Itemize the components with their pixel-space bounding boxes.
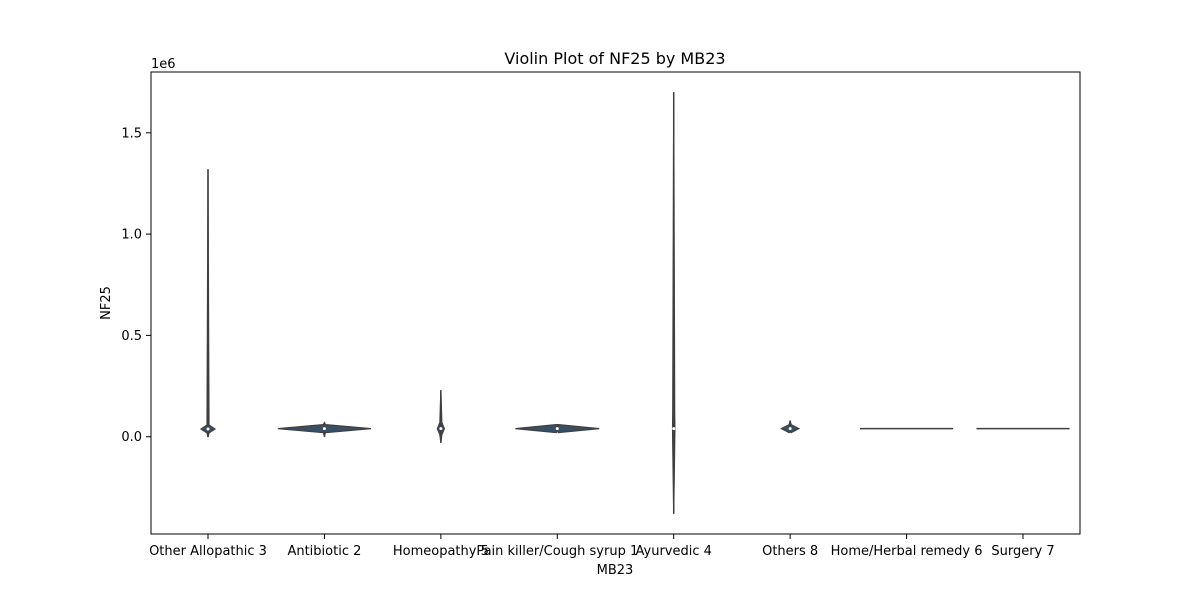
x-axis-title: MB23 <box>597 563 634 578</box>
violin-median <box>322 427 326 431</box>
y-tick-label: 0.5 <box>121 329 142 344</box>
x-tick-label: Surgery 7 <box>991 544 1054 559</box>
x-tick-label: Home/Herbal remedy 6 <box>831 544 983 559</box>
y-tick-label: 1.5 <box>121 126 142 141</box>
x-tick-label: Pain killer/Cough syrup 1 <box>476 544 638 559</box>
x-tick-label: Homeopathy 5 <box>393 544 489 559</box>
violin-3 <box>515 423 600 434</box>
violin-0 <box>199 169 217 438</box>
violin-4 <box>671 92 676 514</box>
y-axis-offset-text: 1e6 <box>151 57 176 72</box>
chart-title: Violin Plot of NF25 by MB23 <box>504 49 725 68</box>
violin-median <box>206 427 210 431</box>
violin-median <box>672 427 676 431</box>
violins-group <box>199 92 1070 514</box>
y-axis-title: NF25 <box>99 286 114 320</box>
x-tick-label: Antibiotic 2 <box>287 544 361 559</box>
violin-2 <box>436 390 445 443</box>
violin-median <box>788 427 792 431</box>
y-axis: 0.0 0.5 1.0 1.5 <box>121 126 151 445</box>
y-tick-label: 0.0 <box>121 430 142 445</box>
x-tick-label: Ayurvedic 4 <box>636 544 712 559</box>
violin-1 <box>277 421 372 437</box>
x-axis: Other Allopathic 3 Antibiotic 2 Homeopathy… <box>149 534 1055 559</box>
plot-area-frame <box>150 71 1081 535</box>
violin-median <box>555 427 559 431</box>
x-tick-label: Other Allopathic 3 <box>149 544 267 559</box>
violin-median <box>439 427 443 431</box>
violin-5 <box>780 420 801 434</box>
x-tick-label: Others 8 <box>762 544 818 559</box>
y-tick-label: 1.0 <box>121 228 142 243</box>
